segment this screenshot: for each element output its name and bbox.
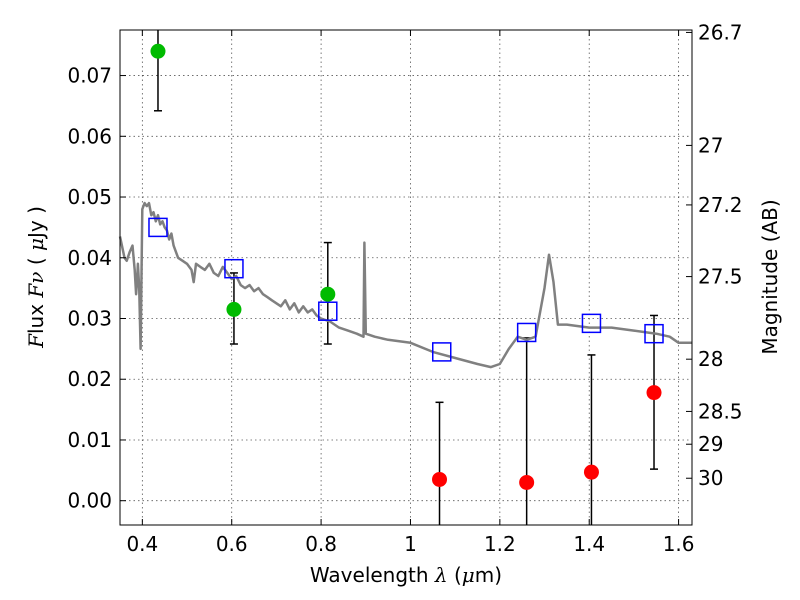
- observed-flux-marker: [646, 385, 662, 401]
- y2-tick-label: 30: [698, 466, 723, 490]
- y-tick-label: 0.03: [67, 306, 112, 330]
- y2-tick-label: 27.5: [698, 265, 743, 289]
- y-tick-label: 0.05: [67, 185, 112, 209]
- y2-tick-label: 28: [698, 347, 723, 371]
- y-tick-label: 0.02: [67, 367, 112, 391]
- x-tick-label: 0.4: [126, 532, 158, 556]
- model-flux-marker: [516, 322, 537, 343]
- model-flux-marker: [318, 301, 338, 321]
- axis-label-part: Fν: [24, 272, 48, 299]
- y2-tick-label: 28.5: [698, 399, 743, 423]
- x-tick-label: 1.2: [484, 532, 516, 556]
- plot-frame: [119, 29, 693, 526]
- observed-flux-marker: [226, 301, 242, 317]
- axis-label-part: λ: [434, 563, 448, 587]
- y2-tick-label: 29: [698, 432, 723, 456]
- y2-tick-label: 27: [698, 133, 723, 157]
- x-tick-label: 0.6: [216, 532, 248, 556]
- y2-tick-label: 26.7: [698, 20, 743, 44]
- axis-label-part: Wavelength: [310, 563, 435, 587]
- model-flux-marker: [581, 313, 602, 334]
- x-tick-label: 1.6: [663, 532, 695, 556]
- model-flux-marker: [224, 258, 244, 279]
- model-flux-marker: [644, 323, 664, 344]
- axis-label-part: Magnitude (AB): [758, 199, 782, 354]
- x-tick-label: 1.4: [573, 532, 605, 556]
- axis-label-part: m): [475, 563, 502, 587]
- y-tick-label: 0.00: [67, 489, 112, 513]
- axis-label-part: (: [448, 563, 462, 587]
- axis-ticks: 0.4 0.6 0.8 1 1.2 1.4 1.6 0.00 0.01 0.02 0.03 0.04 0…: [67, 20, 742, 556]
- observed-flux-marker: [519, 474, 535, 490]
- axis-label-part: Jy ): [24, 206, 48, 240]
- y2-axis-label: Magnitude (AB): [758, 199, 782, 354]
- observed-flux-marker: [320, 286, 336, 302]
- y2-tick-label: 27.2: [698, 193, 743, 217]
- model-flux-marker: [148, 217, 168, 238]
- x-axis-label: Wavelength λ (μm): [310, 563, 502, 587]
- axis-label-part: μ: [24, 238, 48, 251]
- observed-flux-marker: [150, 43, 166, 59]
- axis-label-part: μ: [462, 563, 475, 587]
- data-markers: [148, 43, 664, 490]
- y-tick-label: 0.07: [67, 64, 112, 88]
- observed-flux-marker: [583, 464, 599, 480]
- grid: [120, 30, 692, 525]
- y-tick-label: 0.06: [67, 124, 112, 148]
- y-tick-label: 0.04: [67, 246, 112, 270]
- y-axis-label: Flux Fν ( μJy ): [24, 206, 48, 349]
- axis-label-part: (: [24, 251, 48, 272]
- spectrum-line: [118, 201, 692, 369]
- y-tick-label: 0.01: [67, 428, 112, 452]
- observed-flux-marker: [432, 471, 448, 487]
- model-spectrum: [118, 201, 692, 369]
- axis-label-part: F: [24, 333, 48, 349]
- x-tick-label: 0.8: [305, 532, 337, 556]
- axis-label-part: lux: [24, 298, 48, 334]
- model-flux-marker: [432, 342, 452, 362]
- x-tick-label: 1: [404, 532, 417, 556]
